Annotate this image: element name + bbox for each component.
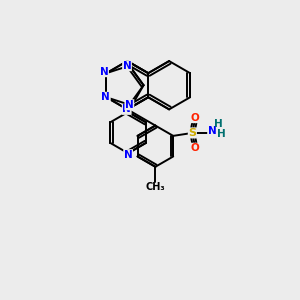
Text: H: H <box>218 129 226 140</box>
Text: N: N <box>101 92 110 102</box>
Text: N: N <box>100 67 108 77</box>
Text: H: H <box>214 119 223 129</box>
Text: O: O <box>191 143 200 153</box>
Text: CH₃: CH₃ <box>146 182 165 192</box>
Text: S: S <box>188 128 196 138</box>
Text: N: N <box>124 150 133 160</box>
Text: O: O <box>191 112 200 123</box>
Text: N: N <box>125 100 134 110</box>
Text: N: N <box>208 126 217 136</box>
Text: N: N <box>123 61 131 71</box>
Text: N: N <box>122 104 131 114</box>
